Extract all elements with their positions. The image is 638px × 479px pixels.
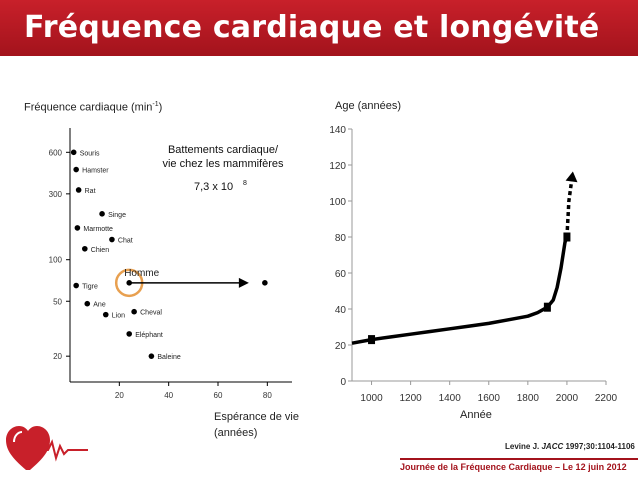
scatter-point-label: Baleine <box>157 354 180 361</box>
scatter-point-label: Eléphant <box>135 332 163 339</box>
scatter-point-label: Chien <box>91 247 109 254</box>
left-ylabel-end: ) <box>158 101 163 114</box>
scatter-point <box>82 245 88 252</box>
right-x-tick-label: 1400 <box>439 393 462 404</box>
scatter-point-label: Homme <box>124 268 159 279</box>
left-y-tick-label: 100 <box>49 256 63 265</box>
annotation-title-line1: Battements cardiaque/ <box>168 144 279 156</box>
right-x-tick-label: 1000 <box>360 393 383 404</box>
slide-title: Fréquence cardiaque et longévité <box>24 10 600 45</box>
left-xlabel-line2: (années) <box>214 427 258 439</box>
right-y-tick-label: 20 <box>335 341 347 352</box>
scatter-point <box>148 353 155 359</box>
left-y-tick-label: 300 <box>49 190 63 199</box>
scatter-point-label: Marmotte <box>83 226 113 233</box>
scatter-point-label: Chat <box>118 238 133 245</box>
homme-arrow-head <box>238 277 249 288</box>
right-y-tick-label: 60 <box>335 269 347 280</box>
scatter-point <box>73 282 79 289</box>
right-x-tick-label: 1600 <box>478 393 501 404</box>
scatter-point-label: Tigre <box>82 284 98 291</box>
line-marker <box>543 302 551 312</box>
scatter-point <box>131 308 137 315</box>
scatter-point <box>73 166 79 173</box>
scatter-point <box>84 300 91 307</box>
scatter-point-label: Ane <box>93 302 106 309</box>
scatter-point-label: Souris <box>80 150 100 157</box>
left-y-tick-label: 20 <box>53 352 62 361</box>
projection-arrow-head <box>565 171 578 183</box>
scatter-point-label: Hamster <box>82 168 109 175</box>
left-y-tick-label: 50 <box>53 297 62 306</box>
scatter-point <box>126 280 132 286</box>
right-y-tick-label: 40 <box>335 305 347 316</box>
right-y-tick-label: 0 <box>340 377 346 388</box>
reference-rest: 1997;30:1104-1106 <box>563 442 635 451</box>
reference-citation: Levine J. JACC 1997;30:1104-1106 <box>505 442 635 451</box>
projection-dashed-line <box>565 179 574 238</box>
left-x-tick-label: 40 <box>164 391 173 400</box>
right-y-tick-label: 140 <box>329 125 346 136</box>
right-x-tick-label: 1800 <box>517 393 540 404</box>
line-marker <box>368 335 376 345</box>
scatter-point <box>109 236 115 243</box>
right-y-tick-label: 100 <box>329 197 346 208</box>
scatter-point <box>262 280 268 286</box>
title-bar: Fréquence cardiaque et longévité <box>0 0 638 56</box>
right-x-tick-label: 1200 <box>399 393 422 404</box>
left-y-tick-label: 600 <box>49 148 63 157</box>
annotation-value: 7,3 x 10 <box>194 181 233 193</box>
scatter-point-label: Lion <box>112 313 125 320</box>
scatter-point <box>75 187 82 193</box>
right-y-tick-label: 120 <box>329 161 346 172</box>
scatter-point <box>70 149 77 156</box>
scatter-point <box>126 331 132 337</box>
right-chart-ylabel: Age (années) <box>335 100 402 112</box>
right-x-tick-label: 2000 <box>556 393 579 404</box>
heart-logo-icon <box>6 426 88 470</box>
scatter-point-label: Singe <box>108 212 126 219</box>
left-xlabel-line1: Espérance de vie <box>214 411 299 423</box>
footer-divider <box>400 458 638 460</box>
right-y-tick-label: 80 <box>335 233 347 244</box>
left-x-tick-label: 20 <box>115 391 124 400</box>
right-x-tick-label: 2200 <box>595 393 618 404</box>
right-chart-xlabel: Année <box>460 409 492 421</box>
scatter-point <box>99 211 105 217</box>
scatter-point <box>102 311 109 318</box>
left-ylabel-main: Fréquence cardiaque (min <box>24 101 153 114</box>
scatter-point-label: Rat <box>85 188 96 195</box>
footer-text: Journée de la Fréquence Cardiaque – Le 1… <box>400 462 627 472</box>
left-x-tick-label: 80 <box>263 391 272 400</box>
reference-journal: JACC <box>541 442 564 451</box>
left-chart-ylabel: Fréquence cardiaque (min-1) <box>24 101 162 114</box>
left-x-tick-label: 60 <box>214 391 223 400</box>
scatter-point-label: Cheval <box>140 310 162 317</box>
left-chart-xlabel: Espérance de vie (années) <box>214 409 299 441</box>
annotation-exponent: 8 <box>243 180 247 187</box>
life-expectancy-line <box>351 236 569 345</box>
scatter-point <box>74 225 81 231</box>
reference-author: Levine J. <box>505 442 542 451</box>
left-ylabel-sup: -1 <box>152 101 159 108</box>
annotation-title-line2: vie chez les mammifères <box>162 158 284 170</box>
